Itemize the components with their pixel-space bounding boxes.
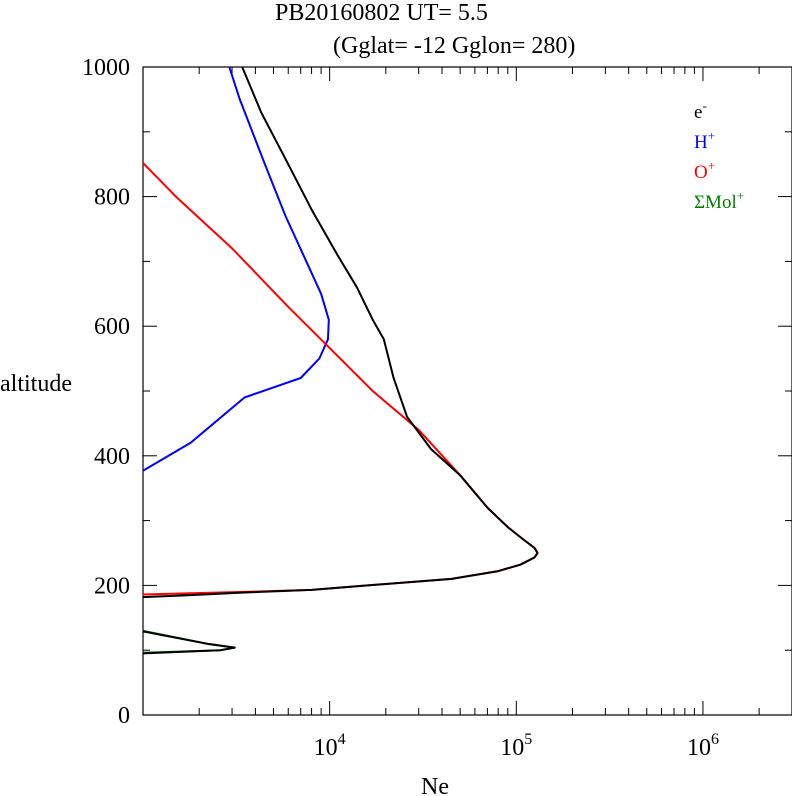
- x-tick-label: 104: [314, 731, 346, 761]
- series-line-h: [142, 66, 330, 472]
- y-axis-label: altitude: [0, 371, 72, 397]
- chart-title-line2: (Gglat= -12 Gglon= 280): [333, 33, 575, 59]
- y-tick-labels: 0 200 400 600 800 1000: [82, 55, 130, 729]
- chart-title-line1: PB20160802 UT= 5.5: [275, 0, 488, 26]
- x-axis-label: Ne: [421, 774, 449, 796]
- legend: e- H+ O+ ΣMol+: [694, 98, 744, 213]
- y-tick-label: 1000: [82, 55, 130, 81]
- legend-entry: H+: [694, 128, 715, 153]
- legend-entry: O+: [694, 158, 715, 183]
- x-tick-labels: 104 105 106: [314, 731, 719, 761]
- series-line-o: [142, 162, 539, 596]
- legend-entry: e-: [694, 98, 707, 123]
- series-layer: [142, 66, 539, 655]
- legend-entry: ΣMol+: [694, 188, 744, 213]
- y-tick-label: 200: [94, 573, 130, 599]
- x-tick-label: 105: [500, 731, 532, 761]
- series-line-e: [142, 630, 236, 655]
- x-tick-label: 106: [687, 731, 719, 761]
- y-tick-label: 400: [94, 444, 130, 470]
- y-tick-label: 0: [118, 703, 130, 729]
- axis-ticks: [142, 66, 792, 716]
- y-tick-label: 600: [94, 314, 130, 340]
- y-tick-label: 800: [94, 185, 130, 211]
- series-line-e: [142, 66, 539, 599]
